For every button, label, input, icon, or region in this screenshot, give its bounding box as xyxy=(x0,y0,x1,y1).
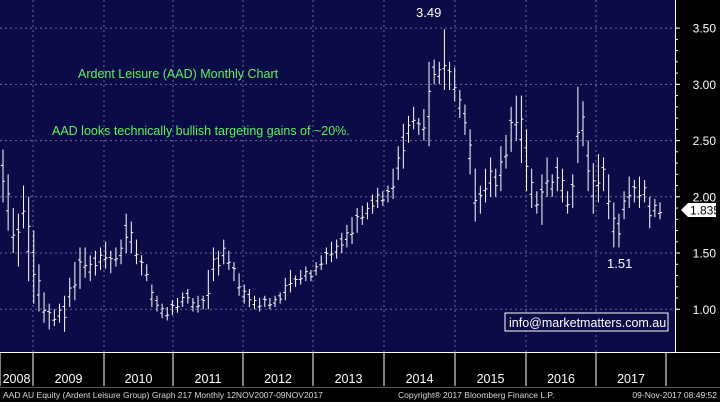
x-tick-label: 2012 xyxy=(264,372,292,386)
grid xyxy=(0,0,675,352)
x-tick-label: 2017 xyxy=(617,372,645,386)
footer-center: Copyright® 2017 Bloomberg Finance L.P. xyxy=(398,390,554,400)
footer-left: AAD AU Equity (Ardent Leisure Group) Gra… xyxy=(3,390,323,400)
y-axis: 1.00 1.50 2.00 2.50 3.00 3.50 xyxy=(675,0,716,352)
x-tick-label: 2011 xyxy=(195,372,222,386)
chart-title: Ardent Leisure (AAD) Monthly Chart xyxy=(78,67,279,81)
y-tick-label: 2.00 xyxy=(693,190,717,204)
last-price-label: 1.835 xyxy=(690,204,720,218)
contact-email: info@marketmatters.com.au xyxy=(509,316,666,330)
contact-box xyxy=(504,312,669,332)
x-tick-label: 2014 xyxy=(406,372,434,386)
chart-subtitle: AAD looks technically bullish targeting … xyxy=(52,124,350,138)
y-tick-label: 3.00 xyxy=(693,78,717,92)
footer-right: 09-Nov-2017 08:49:52 xyxy=(632,390,717,400)
x-tick-label: 2009 xyxy=(55,372,83,386)
x-tick-label: 2013 xyxy=(335,372,363,386)
x-tick-label: 2016 xyxy=(547,372,575,386)
y-tick-label: 3.50 xyxy=(693,22,717,36)
y-tick-label: 2.50 xyxy=(693,134,717,148)
low-label: 1.51 xyxy=(607,256,632,271)
y-tick-label: 1.50 xyxy=(693,247,717,261)
high-label: 3.49 xyxy=(416,5,441,20)
ohlc-bars xyxy=(1,29,662,332)
x-tick-label: 2015 xyxy=(477,372,505,386)
y-tick-label: 1.00 xyxy=(693,303,717,317)
x-tick-label: 2010 xyxy=(125,372,153,386)
last-price-tag xyxy=(681,203,716,217)
plot-area xyxy=(0,0,675,352)
x-axis: 2008 2009 2010 2011 2012 2013 2014 2015 2016 2017 xyxy=(0,352,720,386)
x-tick-label: 2008 xyxy=(3,372,31,386)
